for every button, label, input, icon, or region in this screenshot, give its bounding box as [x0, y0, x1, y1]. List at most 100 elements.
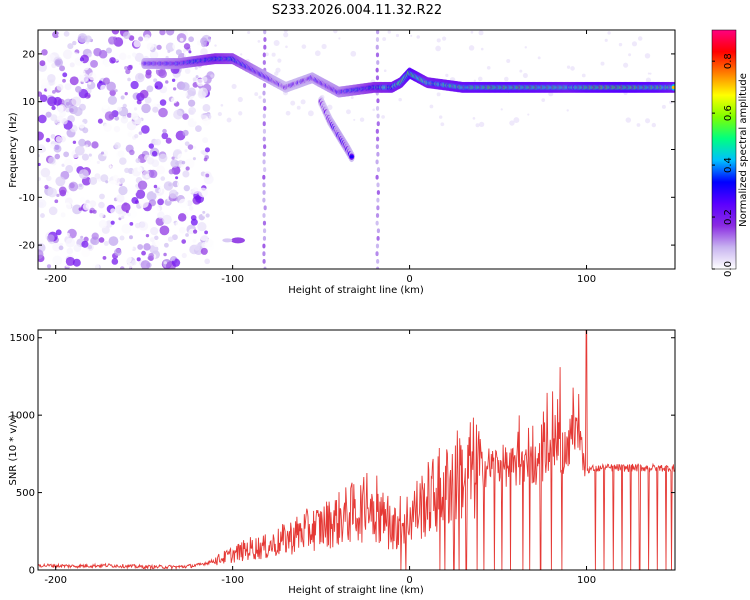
noise-blob — [131, 52, 137, 57]
noise-blob — [173, 109, 184, 120]
noise-blob — [192, 187, 199, 195]
noise-speck — [258, 95, 262, 99]
noise-blob — [196, 78, 205, 87]
noise-blob — [146, 42, 155, 51]
noise-blob — [188, 50, 192, 54]
vertical-streak-mark — [262, 182, 266, 188]
noise-blob — [77, 33, 88, 43]
noise-blob — [151, 205, 161, 214]
noise-speck — [436, 92, 441, 97]
noise-blob — [118, 217, 122, 221]
noise-blob — [109, 57, 116, 64]
noise-blob — [83, 236, 89, 242]
noise-blob — [138, 131, 143, 135]
noise-blob — [105, 47, 112, 54]
noise-blob — [94, 173, 101, 180]
noise-speck — [383, 69, 387, 73]
noise-blob — [38, 91, 43, 97]
noise-blob — [195, 125, 202, 133]
noise-blob — [129, 246, 134, 250]
noise-blob — [99, 193, 105, 200]
noise-blob — [137, 244, 144, 250]
noise-speck — [387, 30, 391, 34]
noise-speck — [636, 123, 641, 127]
noise-speck — [220, 103, 224, 107]
noise-speck — [468, 45, 475, 51]
noise-blob — [184, 68, 191, 75]
noise-blob — [128, 209, 137, 219]
noise-blob — [43, 78, 47, 82]
vertical-streak-mark — [262, 136, 266, 142]
noise-blob — [46, 234, 55, 243]
noise-blob — [72, 40, 77, 46]
noise-speck — [338, 37, 341, 40]
colorbar-tick-label: 0.0 — [723, 261, 734, 277]
vertical-streak-mark — [376, 136, 380, 142]
noise-speck — [254, 92, 259, 97]
noise-blob — [87, 244, 93, 250]
noise-blob — [78, 169, 89, 180]
vertical-streak-mark — [262, 98, 266, 104]
noise-speck — [314, 50, 321, 57]
noise-blob — [178, 226, 186, 234]
noise-blob — [200, 48, 208, 56]
noise-blob — [60, 212, 66, 218]
noise-blob — [63, 98, 73, 108]
noise-blob — [61, 163, 65, 167]
noise-blob — [205, 173, 210, 178]
noise-speck — [350, 96, 354, 100]
noise-blob — [151, 241, 156, 246]
noise-blob — [40, 213, 45, 218]
noise-blob — [45, 111, 52, 118]
snr-line — [38, 330, 675, 570]
noise-blob — [51, 105, 56, 111]
noise-blob — [184, 149, 188, 153]
noise-blob — [145, 72, 152, 79]
noise-speck — [473, 79, 477, 83]
noise-blob — [50, 178, 55, 183]
noise-blob — [170, 159, 179, 168]
snr-frame — [37, 329, 676, 571]
noise-blob — [141, 125, 150, 134]
noise-speck — [570, 66, 575, 71]
noise-blob — [205, 213, 210, 218]
noise-blob — [54, 153, 61, 160]
noise-speck — [238, 111, 243, 116]
noise-blob — [198, 87, 209, 98]
noise-blob — [59, 242, 64, 247]
noise-blob — [103, 60, 111, 68]
vertical-streak-mark — [376, 30, 380, 35]
noise-blob — [159, 186, 164, 190]
colorbar-gradient — [711, 29, 737, 270]
noise-blob — [65, 256, 75, 266]
noise-blob — [146, 85, 154, 93]
noise-blob — [188, 107, 197, 115]
noise-blob — [114, 116, 120, 121]
noise-blob — [147, 157, 155, 165]
noise-blob — [128, 185, 138, 195]
noise-speck — [372, 108, 376, 112]
vertical-streak-mark — [375, 52, 380, 58]
noise-blob — [145, 173, 150, 179]
y-tick-label: 20 — [22, 49, 35, 60]
noise-blob — [57, 33, 62, 37]
vertical-streak-mark — [262, 121, 266, 127]
snr-marks — [38, 330, 675, 570]
vertical-streak-mark — [262, 197, 266, 203]
noise-blob — [62, 49, 73, 60]
noise-blob — [153, 240, 161, 248]
noise-speck — [214, 44, 217, 47]
vertical-streak-mark — [262, 113, 266, 119]
noise-speck — [637, 36, 643, 41]
noise-blob — [175, 176, 179, 180]
noise-blob — [44, 184, 49, 190]
noise-blob — [103, 123, 112, 132]
noise-blob — [135, 189, 146, 199]
noise-blob — [98, 80, 102, 84]
vertical-streak-mark — [375, 174, 379, 180]
noise-blob — [45, 137, 51, 143]
noise-blob — [110, 220, 115, 225]
noise-blob — [127, 77, 131, 82]
noise-blob — [65, 232, 70, 237]
